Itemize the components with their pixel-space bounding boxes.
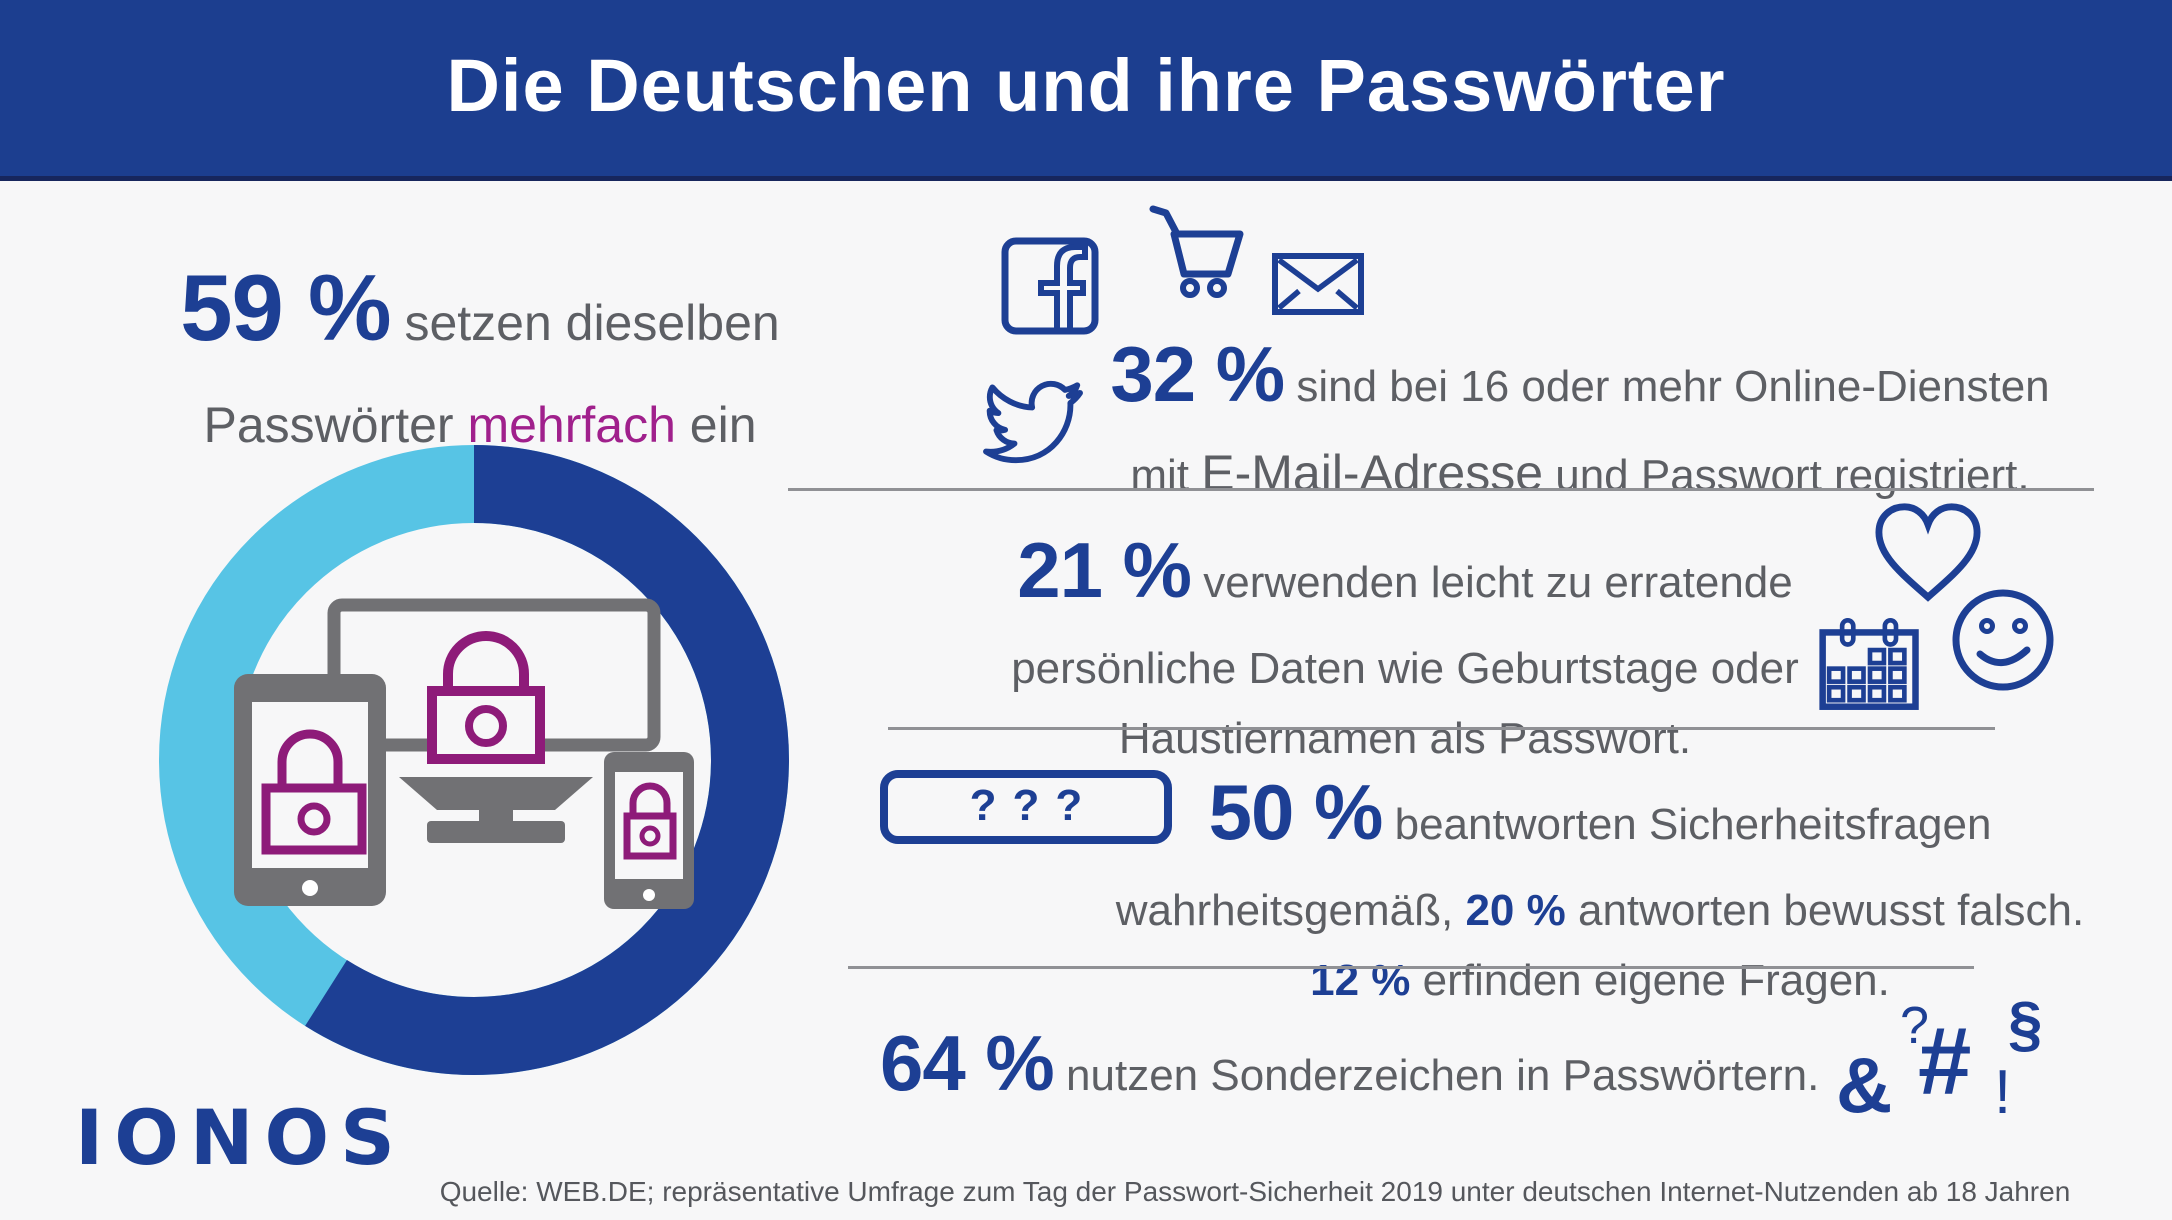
stat-text: nutzen Sonderzeichen in Passwörtern. <box>1053 1051 1820 1100</box>
tablet-home-button <box>302 880 318 896</box>
special-char-paragraph: § <box>2008 990 2043 1059</box>
divider <box>848 966 1974 969</box>
ionos-logo: IONOS <box>75 1093 406 1182</box>
stat-text: beantworten Sicherheitsfragen <box>1382 800 1992 849</box>
stat-text: erfinden eigene Fragen. <box>1410 956 1890 1005</box>
stat-value-20: 20 % <box>1465 886 1566 935</box>
stat-value-50: 50 % <box>1208 768 1384 856</box>
page-title: Die Deutschen und ihre Passwörter <box>446 44 1726 127</box>
monitor-stand <box>399 777 593 810</box>
calendar-grid <box>1826 647 1907 703</box>
stat-text: persönliche Daten wie Geburtstage oder <box>1011 644 1799 693</box>
stat-value-21: 21 % <box>1017 526 1192 614</box>
donut-chart <box>159 445 789 1075</box>
stat-text: und Passwort registriert. <box>1543 451 2030 500</box>
padlock-icon-phone <box>623 782 677 860</box>
main-stat-label3: ein <box>675 397 757 453</box>
stat-text: mit <box>1130 451 1202 500</box>
stat-text: Haustiernamen als Passwort. <box>1118 714 1692 763</box>
shopping-cart-icon <box>1149 205 1244 298</box>
main-stat-value: 59 % <box>180 255 391 360</box>
stat-text: sind bei 16 oder mehr Online-Diensten <box>1284 362 2050 411</box>
stat-value-32: 32 % <box>1110 330 1285 418</box>
calendar-icon <box>1819 618 1919 710</box>
devices-illustration <box>234 598 694 909</box>
stat-value-12: 12 % <box>1310 956 1411 1005</box>
heart-icon <box>1875 503 1981 602</box>
divider <box>888 727 1995 730</box>
stat-text: wahrheitsgemäß, <box>1115 886 1466 935</box>
stat-text: antworten bewusst falsch. <box>1565 886 2085 935</box>
section-personal-data: 21 % verwenden leicht zu erratende persö… <box>950 524 1860 779</box>
source-note: Quelle: WEB.DE; repräsentative Umfrage z… <box>439 1176 2071 1207</box>
password-box-label: ??? <box>969 781 1099 830</box>
main-stat-label: setzen dieselben <box>390 295 780 351</box>
password-field-icon: ??? <box>880 770 1172 844</box>
emphasis-email: E-Mail-Adresse <box>1201 445 1543 501</box>
section-special-characters: 64 % nutzen Sonderzeichen in Passwörtern… <box>880 1018 2172 1109</box>
monitor-stand-neck <box>479 807 513 821</box>
padlock-icon-tablet <box>261 729 367 855</box>
phone-home-button <box>643 889 655 901</box>
stat-value-64: 64 % <box>880 1019 1055 1107</box>
donut-segment-main <box>159 445 789 1075</box>
special-char-hash: # <box>1918 1008 1972 1115</box>
smiley-icon <box>1952 589 2054 691</box>
special-char-question: ? <box>1900 997 1929 1055</box>
monitor-stand-base <box>427 821 565 843</box>
section-security-questions: 50 % beantworten Sicherheitsfragen wahrh… <box>1030 766 2170 1021</box>
divider <box>788 488 2094 491</box>
highlight-mehrfach: mehrfach <box>467 397 676 453</box>
main-stat-label2: Passwörter <box>203 397 468 453</box>
stat-text: verwenden leicht zu erratende <box>1191 558 1793 607</box>
padlock-icon-monitor <box>427 631 545 764</box>
main-stat: 59 % setzen dieselben Passwörter mehrfac… <box>130 256 830 475</box>
facebook-icon <box>1001 237 1099 335</box>
twitter-icon <box>983 380 1083 464</box>
special-char-exclamation: ! <box>1994 1058 2012 1127</box>
section-online-services: 32 % sind bei 16 oder mehr Online-Dienst… <box>1075 328 2085 516</box>
envelope-icon <box>1272 253 1364 315</box>
title-banner: Die Deutschen und ihre Passwörter <box>0 0 2172 181</box>
special-char-ampersand: & <box>1836 1041 1893 1129</box>
